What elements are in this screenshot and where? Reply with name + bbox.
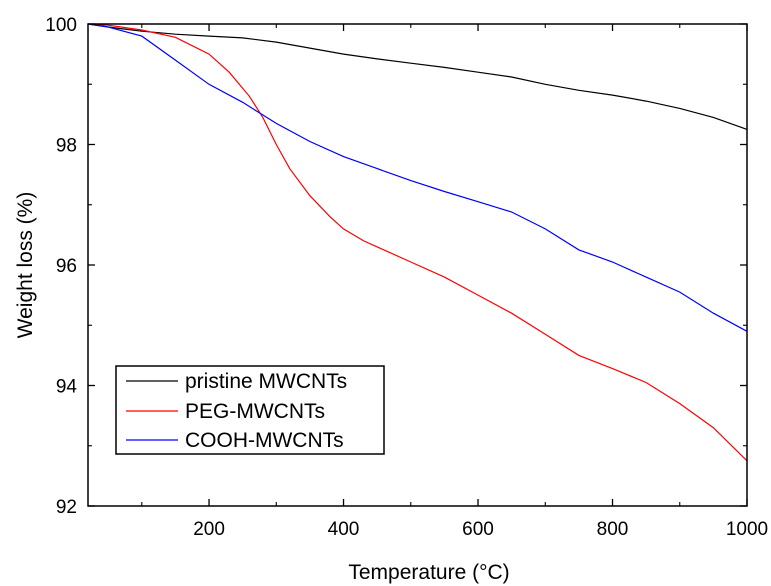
legend-label-pristine: pristine MWCNTs	[185, 370, 347, 393]
series-line-3	[87, 23, 748, 332]
legend: pristine MWCNTs PEG-MWCNTs COOH-MWCNTs	[115, 365, 385, 455]
y-tick-label: 92	[56, 497, 77, 518]
x-tick-label: 800	[597, 519, 629, 540]
series-line-1	[87, 23, 748, 130]
y-tick-label: 96	[56, 256, 77, 277]
y-axis-title: Weight loss (%)	[14, 192, 37, 339]
ticks-layer: 200 400 600 800 1000 92 94 96 98 100	[45, 15, 768, 540]
series-layer	[87, 23, 748, 462]
x-axis-title: Temperature (°C)	[348, 561, 509, 584]
x-tick-label: 200	[193, 519, 225, 540]
y-tick-label: 94	[56, 377, 78, 398]
x-tick-label: 600	[462, 519, 494, 540]
legend-label-peg: PEG-MWCNTs	[185, 400, 325, 423]
y-tick-label: 100	[45, 15, 77, 36]
x-tick-label: 1000	[726, 519, 768, 540]
y-tick-label: 98	[56, 136, 77, 157]
legend-label-cooh: COOH-MWCNTs	[185, 429, 344, 452]
series-line-2	[87, 23, 748, 462]
x-tick-label: 400	[328, 519, 360, 540]
